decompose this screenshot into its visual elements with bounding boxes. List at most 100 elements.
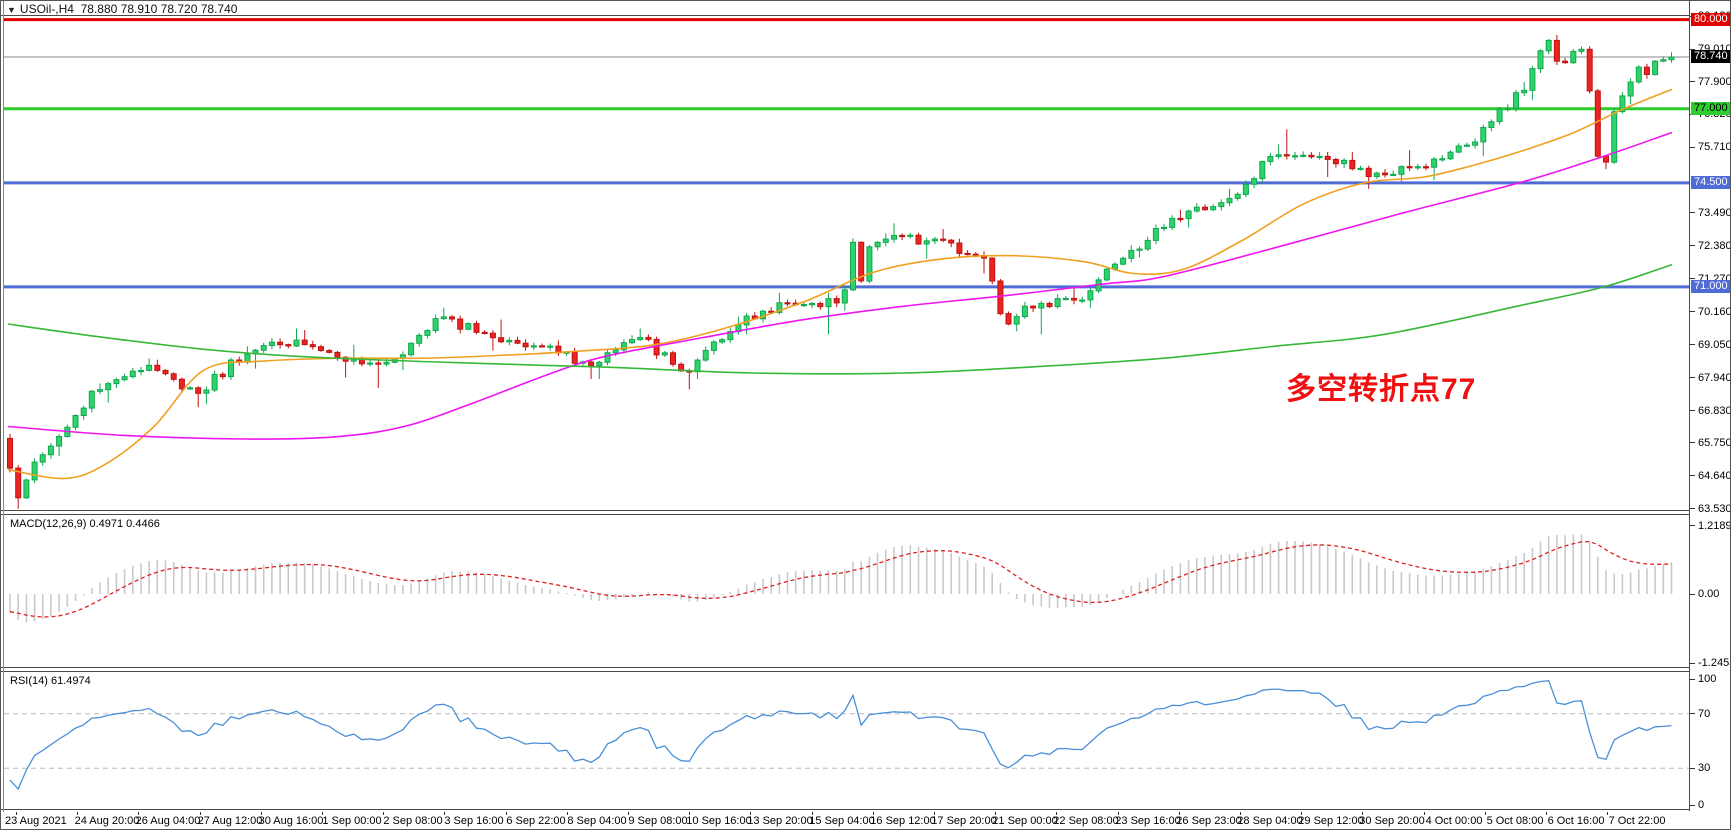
level-badge-77.000: 77.000 xyxy=(1691,102,1730,115)
price-tick-67.940-dash xyxy=(1690,377,1695,378)
rsi-tick-0-dash xyxy=(1690,805,1695,806)
price-axis[interactable]: 80.12079.01077.90076.82075.71073.49072.3… xyxy=(1690,1,1731,811)
price-tick-67.940: 67.940 xyxy=(1698,372,1731,384)
time-label: 16 Sep 12:00 xyxy=(870,815,936,827)
price-tick-77.900-dash xyxy=(1690,81,1695,82)
symbol-dropdown-icon[interactable]: ▼ xyxy=(7,5,16,15)
main-macd-separator[interactable] xyxy=(1,510,1730,511)
rsi-tick-30: 30 xyxy=(1698,762,1711,774)
time-label: 22 Sep 08:00 xyxy=(1053,815,1119,827)
rsi-label: RSI(14) 61.4974 xyxy=(10,675,91,687)
price-tick-69.050-dash xyxy=(1690,344,1695,345)
price-tick-75.710-dash xyxy=(1690,147,1695,148)
price-tick-64.640: 64.640 xyxy=(1698,470,1731,482)
time-label: 26 Sep 23:00 xyxy=(1176,815,1242,827)
rsi-chart xyxy=(4,680,1689,791)
time-tick-dash xyxy=(567,812,568,815)
price-tick-73.490: 73.490 xyxy=(1698,207,1731,219)
price-tick-65.750-dash xyxy=(1690,442,1695,443)
macd-tick-1.2189: 1.2189 xyxy=(1698,520,1731,532)
time-tick-dash xyxy=(77,812,78,815)
macd-rsi-separator[interactable] xyxy=(1,667,1730,668)
price-tick-64.640-dash xyxy=(1690,475,1695,476)
time-label: 21 Sep 00:00 xyxy=(992,815,1058,827)
time-label: 1 Sep 00:00 xyxy=(322,815,382,827)
time-label: 17 Sep 20:00 xyxy=(931,815,997,827)
annotation-text: 多空转折点77 xyxy=(1286,373,1477,406)
chart-title: ▼ USOil-,H4 78.880 78.910 78.720 78.740 xyxy=(7,2,238,16)
time-label: 7 Oct 22:00 xyxy=(1608,815,1666,827)
time-tick-dash xyxy=(934,812,935,815)
macd-signal-line xyxy=(9,540,1672,618)
macd-panel[interactable]: MACD(12,26,9) 0.4971 0.4466 xyxy=(4,515,1689,667)
time-axis[interactable]: 23 Aug 2021 24 Aug 20:00 26 Aug 04:00 27 Au… xyxy=(1,812,1730,829)
price-tick-75.710: 75.710 xyxy=(1698,141,1731,153)
ma-mid-magenta xyxy=(7,131,1673,440)
current-price-badge: 78.740 xyxy=(1691,50,1730,63)
time-tick-dash xyxy=(1118,812,1119,815)
macd-tick--1.2453: -1.2453 xyxy=(1698,657,1730,669)
main-chart-panel[interactable]: 多空转折点77 xyxy=(4,16,1689,510)
time-tick-dash xyxy=(200,812,201,815)
rsi-panel[interactable]: RSI(14) 61.4974 xyxy=(4,672,1689,809)
level-badge-71.000: 71.000 xyxy=(1691,280,1730,293)
macd-panel-top-border xyxy=(1,514,1730,515)
time-tick-dash xyxy=(1362,812,1363,815)
time-tick-dash xyxy=(1301,812,1302,815)
time-label: 30 Sep 20:00 xyxy=(1359,815,1425,827)
time-tick-dash xyxy=(1485,812,1486,815)
time-tick-dash xyxy=(1056,812,1057,815)
time-tick-dash xyxy=(628,812,629,815)
time-label: 13 Sep 20:00 xyxy=(747,815,813,827)
time-tick-dash xyxy=(812,812,813,815)
rsi-line xyxy=(9,680,1672,791)
price-tick-69.050: 69.050 xyxy=(1698,339,1731,351)
time-label: 24 Aug 20:00 xyxy=(74,815,140,827)
time-label: 6 Oct 16:00 xyxy=(1547,815,1605,827)
macd-tick-0.00-dash xyxy=(1690,594,1695,595)
time-label: 10 Sep 16:00 xyxy=(686,815,752,827)
price-tick-63.530-dash xyxy=(1690,508,1695,509)
price-tick-77.900: 77.900 xyxy=(1698,76,1731,88)
time-tick-dash xyxy=(506,812,507,815)
time-tick-dash xyxy=(1179,812,1180,815)
time-tick-dash xyxy=(1546,812,1547,815)
time-label: 23 Sep 16:00 xyxy=(1115,815,1181,827)
main-panel-top-border xyxy=(1,15,1730,16)
time-label: 29 Sep 12:00 xyxy=(1298,815,1364,827)
rsi-tick-0: 0 xyxy=(1698,799,1705,811)
rsi-panel-top-border xyxy=(1,671,1730,672)
ohlc-values: 78.880 78.910 78.720 78.740 xyxy=(80,2,238,16)
price-tick-70.160-dash xyxy=(1690,311,1695,312)
time-label: 15 Sep 04:00 xyxy=(809,815,875,827)
ma-slow-green xyxy=(7,263,1673,375)
time-label: 6 Sep 22:00 xyxy=(506,815,566,827)
time-label: 30 Aug 16:00 xyxy=(258,815,324,827)
time-label: 3 Sep 16:00 xyxy=(444,815,504,827)
time-label: 23 Aug 2021 xyxy=(5,815,67,827)
time-label: 28 Sep 04:00 xyxy=(1237,815,1303,827)
time-tick-dash xyxy=(138,812,139,815)
time-tick-dash xyxy=(261,812,262,815)
price-tick-70.160: 70.160 xyxy=(1698,306,1731,318)
price-tick-72.380-dash xyxy=(1690,245,1695,246)
time-label: 8 Sep 04:00 xyxy=(567,815,627,827)
time-label: 4 Oct 00:00 xyxy=(1425,815,1483,827)
macd-chart xyxy=(9,534,1673,623)
rsi-tick-70-dash xyxy=(1690,713,1695,714)
price-tick-66.830: 66.830 xyxy=(1698,405,1731,417)
rsi-tick-100: 100 xyxy=(1698,673,1717,685)
price-tick-79.010-dash xyxy=(1690,49,1695,50)
time-tick-dash xyxy=(750,812,751,815)
price-tick-72.380: 72.380 xyxy=(1698,240,1731,252)
time-tick-dash xyxy=(322,812,323,815)
macd-label: MACD(12,26,9) 0.4971 0.4466 xyxy=(10,518,160,530)
symbol-timeframe-label: USOil-,H4 xyxy=(19,2,74,16)
time-label: 5 Oct 08:00 xyxy=(1486,815,1544,827)
time-label: 2 Sep 08:00 xyxy=(383,815,443,827)
time-tick-dash xyxy=(1424,812,1425,815)
time-tick-dash xyxy=(444,812,445,815)
macd-tick-1.2189-dash xyxy=(1690,525,1695,526)
time-label: 26 Aug 04:00 xyxy=(135,815,201,827)
